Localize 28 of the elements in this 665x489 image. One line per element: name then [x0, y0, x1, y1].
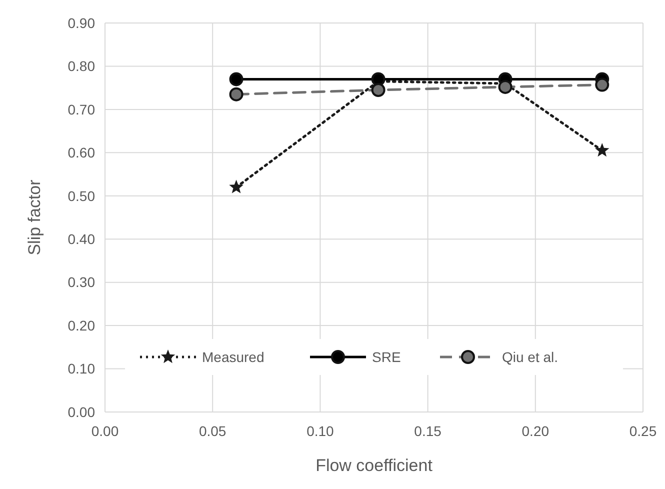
y-tick-label: 0.00: [68, 404, 96, 420]
point: [229, 180, 244, 194]
legend-label: Measured: [202, 348, 264, 365]
point: [498, 80, 512, 94]
y-tick-label: 0.70: [68, 101, 96, 118]
x-tick-label: 0.05: [198, 423, 226, 439]
y-tick-label: 0.60: [68, 144, 96, 161]
point: [594, 143, 610, 157]
y-tick-label: 0.80: [68, 58, 96, 74]
y-tick-label: 0.10: [68, 360, 96, 377]
y-tick-label: 0.50: [68, 188, 96, 204]
x-tick-label: 0.25: [629, 423, 657, 439]
legend-label: SRE: [372, 348, 401, 365]
point: [229, 87, 244, 102]
x-tick-label: 0.00: [91, 423, 119, 439]
point: [595, 78, 610, 92]
y-tick-label: 0.90: [68, 14, 96, 31]
y-tick-label: 0.20: [68, 317, 96, 334]
y-tick-label: 0.30: [68, 274, 96, 290]
point: [229, 72, 244, 86]
x-tick-label: 0.20: [522, 423, 550, 439]
x-tick-label: 0.15: [414, 423, 442, 439]
legend-label: Qiu et al.: [502, 348, 558, 365]
y-axis-title: Slip factor: [25, 179, 44, 256]
x-tick-label: 0.10: [306, 423, 334, 439]
point: [371, 82, 386, 97]
y-tick-label: 0.40: [68, 231, 96, 248]
x-axis-title: Flow coefficient: [316, 456, 433, 475]
